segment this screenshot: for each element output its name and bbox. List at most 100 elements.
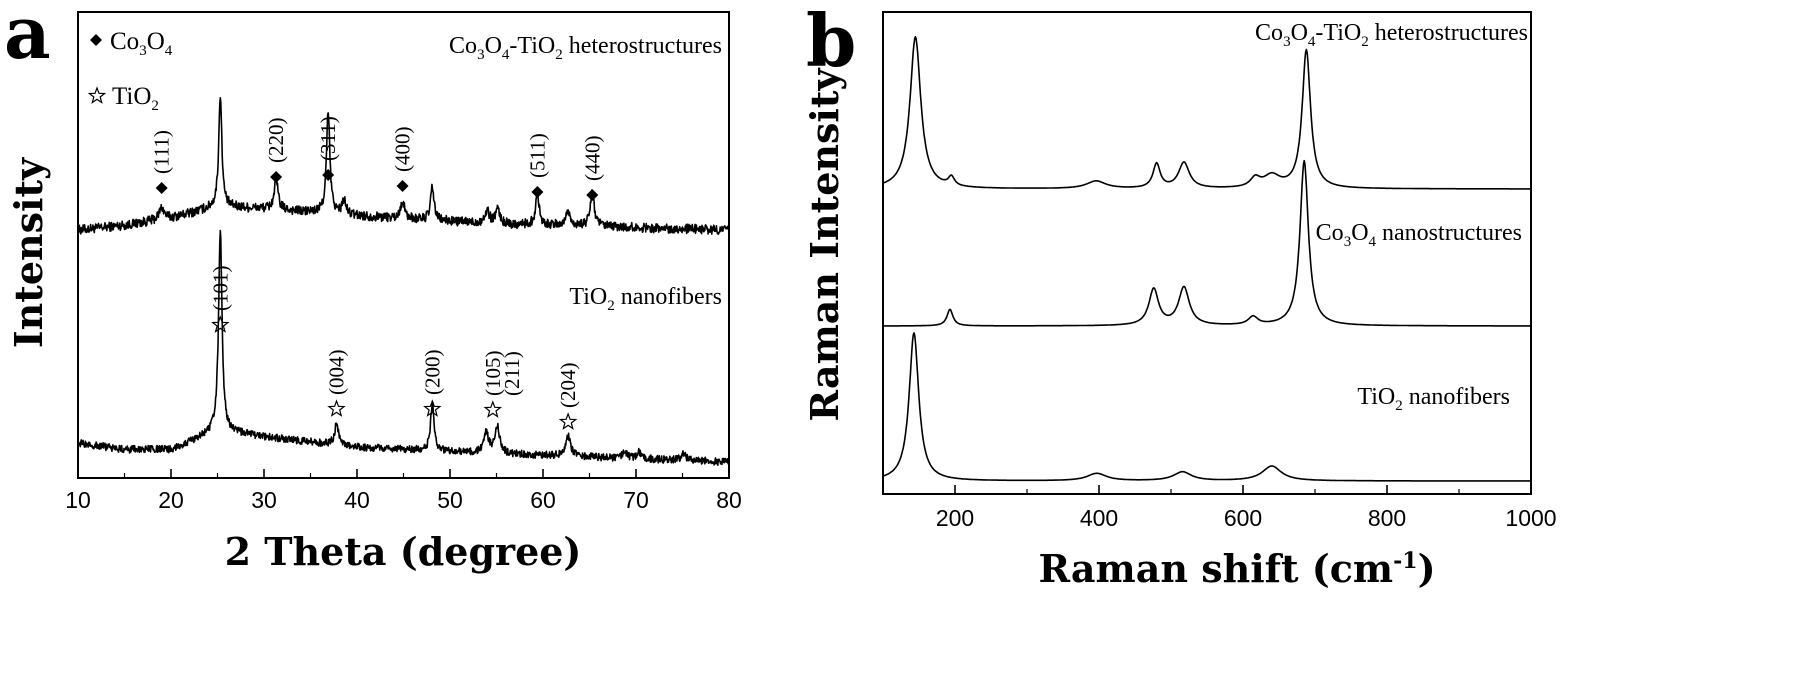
panel-a-series-0-label-base: Co <box>449 33 477 59</box>
panel-a-legend-label-1: TiO2 <box>112 83 159 114</box>
panel-b-y-axis-title: Raman Intensity <box>802 68 847 422</box>
panel-a-star-marker <box>211 315 230 333</box>
panel-b-series-0-label: Co3O4-TiO2 heterostructures <box>1255 20 1528 50</box>
panel-a-series-0-label-sub1: 3 <box>477 47 485 63</box>
panel-a-peak-annotations: (111) (220) (311) (400) (511) (440) (101) (004)… <box>150 116 604 430</box>
panel-a-peak-label: (211) <box>500 351 524 396</box>
panel-a-series-0-label-sub3: 2 <box>555 47 563 63</box>
panel-b-series-1-label-sub2: 4 <box>1369 234 1377 250</box>
panel-a-peak-label: (440) <box>580 136 604 182</box>
panel-b-x-axis-title-sup: -1 <box>1393 548 1417 574</box>
panel-a-series-0-label: Co3O4-TiO2 heterostructures <box>449 33 722 63</box>
panel-a-peak-label: (204) <box>556 363 580 409</box>
panel-a-series-1-line <box>77 229 730 466</box>
panel-a-letter: a <box>4 0 51 75</box>
panel-a-x-axis-title: 2 Theta (degree) <box>225 529 582 574</box>
panel-a-x-axis: 10 20 30 40 50 60 70 80 <box>65 469 742 513</box>
panel-a-star-marker <box>483 400 503 418</box>
panel-a-series-1-label: TiO2 nanofibers <box>569 284 722 314</box>
panel-a-peak-label: (400) <box>391 127 415 173</box>
panel-b-x-tick-label: 200 <box>936 505 974 531</box>
panel-a-x-tick-label: 60 <box>530 487 556 513</box>
panel-a-star-marker <box>327 399 346 417</box>
panel-a-diamond-marker <box>155 182 168 194</box>
panel-b-series-1-label-mid: O <box>1351 220 1368 246</box>
panel-a-series-0-label-tail: heterostructures <box>563 33 722 59</box>
panel-a-x-tick-label: 30 <box>251 487 277 513</box>
panel-b-series-1-label-base: Co <box>1316 220 1344 246</box>
panel-b-x-tick-label: 400 <box>1080 505 1118 531</box>
panel-b-x-tick-label: 1000 <box>1505 505 1556 531</box>
panel-a-x-tick-label: 40 <box>344 487 370 513</box>
panel-a-peak-label: (311) <box>316 116 340 161</box>
panel-b-series-2-line <box>882 332 1532 482</box>
panel-a-legend-label-0-sub1: 3 <box>139 43 147 59</box>
panel-a-xrd-chart: a 10 20 30 40 50 60 70 80 (111) (220) (311) (400)(… <box>4 0 742 574</box>
panel-b-series-0-label-sub1: 3 <box>1283 34 1291 50</box>
panel-a-legend-label-0-mid: O <box>147 28 165 55</box>
panel-a-series-0-label-sub2: 4 <box>502 47 510 63</box>
panel-a-peak-label: (200) <box>420 350 444 396</box>
panel-b-x-axis-title-tail: ) <box>1418 546 1436 591</box>
panel-a-y-axis-title: Intensity <box>6 157 51 348</box>
panel-a-legend-label-0-base: Co <box>110 28 139 55</box>
panel-a-legend-label-1-sub1: 2 <box>151 98 159 114</box>
panel-b-series-0-label-base: Co <box>1255 20 1283 46</box>
panel-b-x-axis-title-main: Raman shift (cm <box>1038 546 1393 591</box>
panel-a-star-marker <box>558 412 578 430</box>
panel-b-series-0-label-mid: O <box>1291 20 1308 46</box>
panel-a-legend-label-0-sub2: 4 <box>165 43 173 59</box>
panel-a-peak-label: (220) <box>264 118 288 164</box>
panel-a-series-0-label-sep: -TiO <box>509 33 555 59</box>
panel-a-legend: Co3O4 TiO2 <box>87 28 173 114</box>
panel-b-x-tick-label: 800 <box>1368 505 1406 531</box>
panel-a-x-tick-label: 10 <box>65 487 91 513</box>
panel-a-x-tick-label: 70 <box>623 487 649 513</box>
panel-a-legend-label-0: Co3O4 <box>110 28 173 59</box>
panel-b-series-1-label-sub1: 3 <box>1344 234 1352 250</box>
panel-a-peak-label: (105) <box>481 351 505 397</box>
panel-a-series-1-label-sub1: 2 <box>607 298 615 314</box>
panel-a-diamond-marker <box>531 186 544 198</box>
panel-b-series-0-label-sep: -TiO <box>1315 20 1361 46</box>
panel-b-series-1-line <box>882 159 1532 327</box>
panel-a-diamond-marker <box>396 180 409 192</box>
panel-a-diamond-marker <box>322 169 335 181</box>
panel-b-raman-chart: b 200 400 600 800 1000 Co3O4-TiO2 heterostru… <box>802 0 1557 591</box>
panel-a-legend-star <box>87 86 107 104</box>
panel-a-traces <box>77 97 730 466</box>
panel-b-series-0-line <box>882 36 1532 190</box>
panel-a-x-tick-label: 20 <box>158 487 184 513</box>
panel-a-legend-diamond <box>90 34 102 46</box>
panel-a-x-tick-label: 50 <box>437 487 463 513</box>
panel-b-series-0-label-sub3: 2 <box>1361 34 1369 50</box>
panel-b-series-2-label: TiO2 nanofibers <box>1357 384 1510 414</box>
panel-b-series-2-label-base: TiO <box>1357 384 1395 410</box>
panel-a-plot-frame <box>77 11 730 479</box>
panel-b-series-1-label: Co3O4 nanostructures <box>1316 220 1522 250</box>
panel-a-diamond-marker <box>586 189 599 201</box>
panel-a-peak-label: (111) <box>150 130 174 174</box>
panel-b-series-2-label-tail: nanofibers <box>1403 384 1510 410</box>
panel-a-series-1-label-base: TiO <box>569 284 607 310</box>
panel-a-diamond-marker <box>270 171 283 183</box>
panel-b-x-axis-title: Raman shift (cm-1) <box>1038 546 1435 591</box>
panel-a-series-0-line <box>77 97 730 236</box>
panel-b-series-2-label-sub1: 2 <box>1395 398 1403 414</box>
panel-b-series-0-label-tail: heterostructures <box>1369 20 1528 46</box>
panel-a-series-1-label-tail: nanofibers <box>615 284 722 310</box>
panel-a-peak-label: (101) <box>208 266 232 312</box>
panel-a-series-0-label-mid: O <box>485 33 502 59</box>
panel-a-legend-label-1-base: TiO <box>112 83 151 110</box>
panel-b-plot-frame <box>882 11 1532 495</box>
panel-b-series-1-label-tail: nanostructures <box>1376 220 1522 246</box>
panel-b-x-axis: 200 400 600 800 1000 <box>882 485 1557 531</box>
panel-a-peak-label: (511) <box>525 133 549 178</box>
panel-b-series-0-label-sub2: 4 <box>1308 34 1316 50</box>
panel-a-peak-label: (004) <box>325 350 349 396</box>
panel-b-x-tick-label: 600 <box>1224 505 1262 531</box>
panel-b-letter: b <box>806 0 856 83</box>
panel-a-star-marker <box>423 399 442 417</box>
